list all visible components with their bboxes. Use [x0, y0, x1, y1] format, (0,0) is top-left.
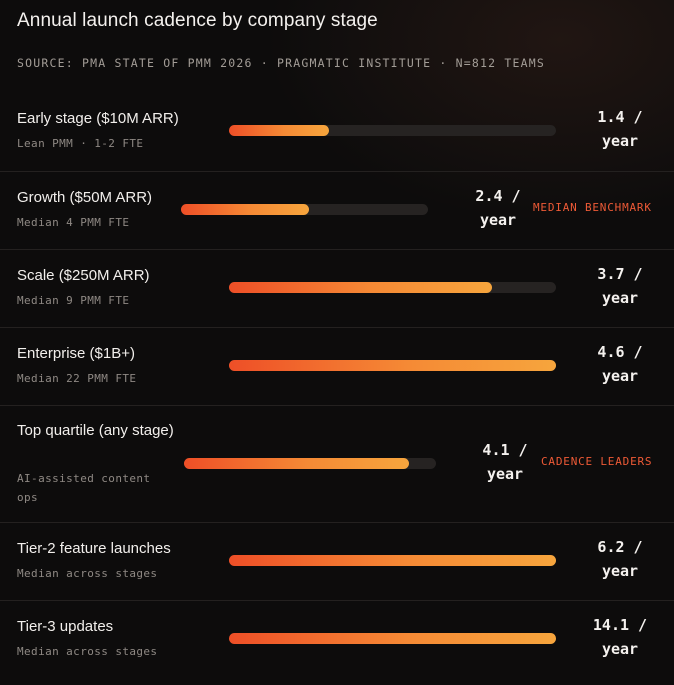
bar-category-label: Enterprise ($1B+) — [17, 345, 135, 362]
bar-category-subtitle: Median 4 PMM FTE — [17, 216, 130, 229]
bar-fill — [229, 282, 492, 293]
bar-value-label: 4.6 / year — [590, 340, 650, 388]
bar-value-label: 4.1 / year — [475, 438, 535, 486]
bar-value-label: 14.1 / year — [590, 613, 650, 661]
bar-value-label: 2.4 / year — [468, 184, 528, 232]
bar-fill — [229, 360, 556, 371]
bar-value-number: 4.1 / — [482, 441, 528, 459]
bar-value-number: 3.7 / — [597, 265, 643, 283]
bar-track — [229, 282, 556, 293]
bar-track — [229, 360, 556, 371]
bar-fill — [229, 633, 556, 644]
source-line: SOURCE: PMA STATE OF PMM 2026 · PRAGMATI… — [17, 56, 546, 70]
bar-value-unit: year — [601, 640, 639, 658]
bar-fill — [229, 125, 329, 136]
bar-value-number: 1.4 / — [597, 108, 643, 126]
bar-category-subtitle: AI-assisted content ops — [17, 472, 151, 504]
bar-value-label: 6.2 / year — [590, 535, 650, 583]
bar-category-label: Top quartile (any stage) — [17, 422, 174, 439]
bar-track — [229, 125, 556, 136]
bar-row: Tier-3 updates Median across stages 14.1 /… — [0, 600, 674, 679]
bar-category-label: Early stage ($10M ARR) — [17, 110, 179, 127]
bar-row: Early stage ($10M ARR) Lean PMM · 1-2 FTE… — [0, 93, 674, 171]
bar-category-label: Tier-3 updates — [17, 618, 114, 635]
bar-category-label: Growth ($50M ARR) — [17, 189, 153, 206]
bar-row: Enterprise ($1B+) Median 22 PMM FTE 4.6 / y… — [0, 327, 674, 406]
bar-category-label: Scale ($250M ARR) — [17, 267, 150, 284]
bar-fill — [229, 555, 556, 566]
bar-track — [181, 204, 428, 215]
bar-track — [229, 633, 556, 644]
chart-title: Annual launch cadence by company stage — [17, 10, 378, 31]
bar-value-number: 4.6 / — [597, 343, 643, 361]
bar-category-label: Tier-2 feature launches — [17, 540, 171, 557]
bar-value-label: 1.4 / year — [590, 105, 650, 153]
bar-value-unit: year — [601, 132, 639, 150]
bar-row: Tier-2 feature launches Median across sta… — [0, 522, 674, 601]
bar-value-number: 14.1 / — [592, 616, 648, 634]
bar-value-unit: year — [601, 289, 639, 307]
chart-header: Annual launch cadence by company stage S… — [17, 8, 664, 70]
bar-value-number: 6.2 / — [597, 538, 643, 556]
bar-row: Scale ($250M ARR) Median 9 PMM FTE 3.7 / ye… — [0, 249, 674, 328]
bar-value-label: 3.7 / year — [590, 262, 650, 310]
bar-annotation-badge: MEDIAN BENCHMARK — [533, 201, 652, 214]
bar-value-unit: year — [479, 211, 517, 229]
bar-track — [184, 458, 436, 469]
bar-category-subtitle: Lean PMM · 1-2 FTE — [17, 137, 144, 150]
bar-value-unit: year — [486, 465, 524, 483]
bar-category-subtitle: Median across stages — [17, 567, 158, 580]
bar-category-subtitle: Median 22 PMM FTE — [17, 372, 137, 385]
bar-row: Top quartile (any stage) AI-assisted cont… — [0, 405, 674, 523]
bar-annotation-badge: CADENCE LEADERS — [541, 455, 653, 468]
bar-fill — [181, 204, 310, 215]
bar-category-subtitle: Median 9 PMM FTE — [17, 294, 130, 307]
bar-fill — [184, 458, 409, 469]
bar-track — [229, 555, 556, 566]
bar-category-subtitle: Median across stages — [17, 645, 158, 658]
bar-value-number: 2.4 / — [475, 187, 521, 205]
bar-value-unit: year — [601, 367, 639, 385]
bar-row: Growth ($50M ARR) Median 4 PMM FTE 2.4 / ye… — [0, 171, 674, 250]
bar-value-unit: year — [601, 562, 639, 580]
